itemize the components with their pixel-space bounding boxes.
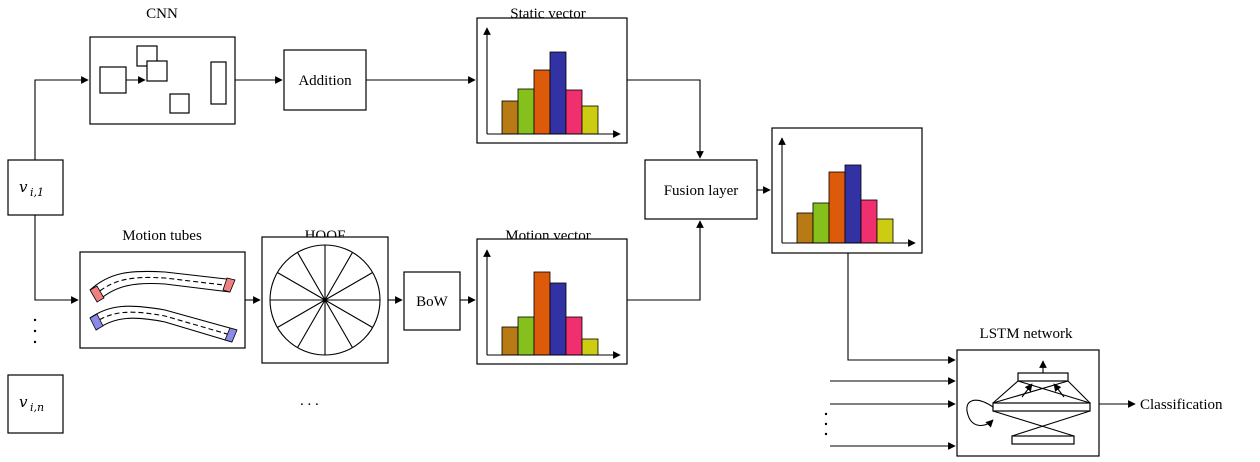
arrow-input-to-motion-tubes <box>34 215 79 304</box>
lstm-input-dots <box>824 412 828 436</box>
bow-label: BoW <box>416 294 449 310</box>
static-histogram-bar <box>501 100 519 135</box>
input-last-sub: i,n <box>30 401 44 414</box>
addition-label: Addition <box>298 73 352 89</box>
static-histogram <box>501 51 599 135</box>
input-last-var: v <box>19 393 28 411</box>
fused-histogram-bar <box>876 218 894 244</box>
bow-box: BoW <box>403 271 461 331</box>
hoof-box <box>261 236 389 364</box>
motion-vector-box <box>476 238 628 365</box>
motion-histogram-bar <box>501 326 519 356</box>
motion-histogram-bar <box>565 316 583 356</box>
motion-histogram-bar <box>533 271 551 356</box>
motion-histogram-bar <box>549 282 567 356</box>
addition-box: Addition <box>283 49 367 111</box>
static-histogram-bar <box>533 69 551 135</box>
static-vector-box <box>476 17 628 144</box>
motion-tubes-box <box>79 251 246 349</box>
lstm-network-box <box>956 349 1100 457</box>
static-histogram-bar <box>581 105 599 135</box>
static-histogram-bar <box>517 88 535 135</box>
cnn-box <box>89 36 236 125</box>
fused-histogram-bar <box>860 199 878 244</box>
input-first-sub: i,1 <box>30 186 44 199</box>
input-frame-first: v i,1 <box>7 159 64 216</box>
lstm-network-label: LSTM network <box>980 326 1073 342</box>
fused-histogram-bar <box>796 212 814 244</box>
arrow-static-to-fusion <box>627 79 704 159</box>
fused-histogram-bar <box>844 164 862 244</box>
hoof-ellipsis: . . . <box>300 393 319 409</box>
arrow-fused-to-lstm <box>847 253 956 364</box>
motion-histogram-bar <box>581 338 599 356</box>
motion-histogram <box>501 271 599 356</box>
fusion-layer-box: Fusion layer <box>644 159 758 220</box>
cnn-label: CNN <box>146 6 178 22</box>
input-frame-last: v i,n <box>7 374 64 434</box>
input-first-var: v <box>19 178 28 196</box>
arrow-input-to-cnn <box>34 76 89 160</box>
fused-histogram-bar <box>812 202 830 244</box>
fusion-layer-label: Fusion layer <box>664 183 739 199</box>
arrow-motion-to-fusion <box>627 220 704 301</box>
fused-histogram-bar <box>828 171 846 244</box>
classification-label: Classification <box>1140 397 1223 413</box>
motion-tubes-label: Motion tubes <box>122 228 202 244</box>
motion-histogram-bar <box>517 316 535 356</box>
input-vertical-dots <box>33 318 37 344</box>
fused-histogram <box>796 164 894 244</box>
static-histogram-bar <box>549 51 567 135</box>
static-histogram-bar <box>565 89 583 135</box>
fused-vector-box <box>771 127 923 254</box>
